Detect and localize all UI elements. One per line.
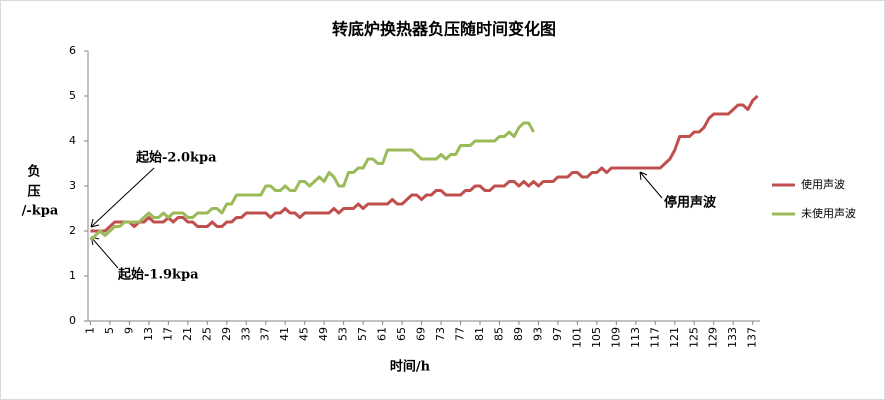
- y-axis-label: 压: [27, 185, 40, 200]
- x-tick-label: 85: [492, 327, 505, 341]
- annotation: 起始-1.9kpa: [117, 267, 199, 283]
- x-tick-label: 53: [337, 327, 350, 341]
- x-tick-label: 101: [570, 327, 583, 348]
- x-tick-label: 41: [278, 327, 291, 341]
- x-tick-label: 37: [259, 327, 272, 341]
- y-tick-label: 3: [69, 179, 76, 192]
- y-tick-label: 5: [69, 89, 76, 102]
- x-tick-label: 121: [668, 327, 681, 348]
- x-tick-label: 129: [707, 327, 720, 348]
- legend-label: 使用声波: [801, 177, 845, 191]
- x-tick-label: 73: [434, 327, 447, 341]
- x-tick-label: 49: [317, 327, 330, 341]
- chart-title: 转底炉换热器负压随时间变化图: [332, 20, 556, 39]
- x-tick-label: 93: [531, 327, 544, 341]
- x-tick-label: 89: [512, 327, 525, 341]
- annotation: 停用声波: [664, 195, 717, 211]
- x-axis-label: 时间/h: [390, 359, 431, 375]
- x-tick-label: 9: [122, 327, 135, 334]
- series-line: [90, 94, 759, 233]
- x-tick-label: 65: [395, 327, 408, 341]
- x-tick-label: 29: [220, 327, 233, 341]
- x-tick-label: 61: [376, 327, 389, 341]
- x-tick-label: 133: [726, 327, 739, 348]
- x-tick-label: 45: [298, 327, 311, 341]
- x-tick-label: 81: [473, 327, 486, 341]
- x-tick-label: 125: [687, 327, 700, 348]
- x-tick-label: 69: [415, 327, 428, 341]
- x-tick-label: 33: [239, 327, 252, 341]
- y-tick-label: 4: [69, 134, 76, 147]
- arrow: [90, 167, 155, 228]
- annotation-arrows: [90, 167, 663, 269]
- x-tick-label: 105: [590, 327, 603, 348]
- y-tick-label: 6: [69, 44, 76, 57]
- x-tick-label: 77: [454, 327, 467, 341]
- x-tick-label: 113: [629, 327, 642, 348]
- arrow: [639, 171, 663, 199]
- x-tick-label: 5: [103, 327, 116, 334]
- y-tick-label: 0: [69, 314, 76, 327]
- x-tick-label: 117: [648, 327, 661, 348]
- series-line: [89, 121, 535, 242]
- x-tick-label: 17: [161, 327, 174, 341]
- x-tick-label: 21: [181, 327, 194, 341]
- x-tick-label: 137: [746, 327, 759, 348]
- x-tick-label: 1: [83, 327, 96, 334]
- x-tick-label: 109: [609, 327, 622, 348]
- x-tick-label: 25: [200, 327, 213, 341]
- legend-label: 未使用声波: [801, 206, 856, 220]
- y-tick-label: 2: [69, 224, 76, 237]
- x-tick-label: 97: [551, 327, 564, 341]
- annotation: 起始-2.0kpa: [135, 150, 217, 166]
- y-axis-label: 负: [27, 164, 40, 180]
- y-axis-label: /-kpa: [22, 204, 59, 219]
- x-tick-label: 57: [356, 327, 369, 341]
- x-tick-label: 13: [142, 327, 155, 341]
- y-tick-label: 1: [69, 269, 76, 282]
